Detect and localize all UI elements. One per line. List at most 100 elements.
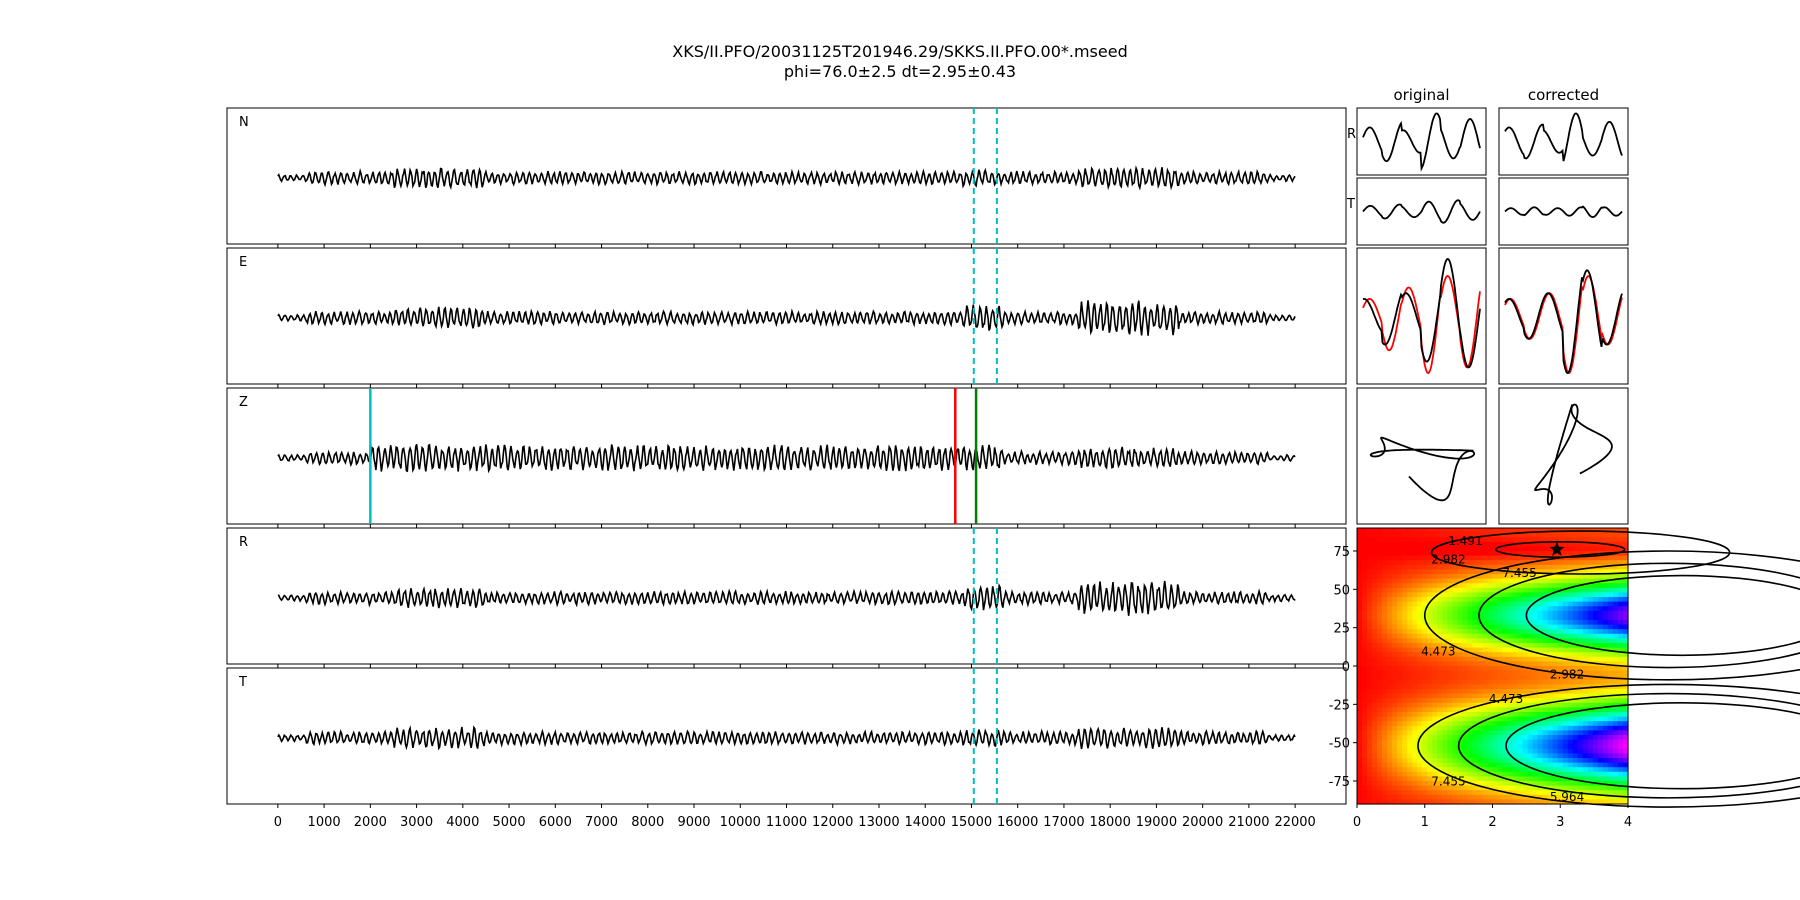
heat-cell (1437, 633, 1443, 639)
heat-cell (1612, 652, 1619, 658)
heat-cell (1572, 725, 1579, 731)
heat-cell (1602, 679, 1609, 685)
contour-label: 7.455 (1431, 775, 1465, 789)
heat-cell (1492, 670, 1499, 676)
heat-cell (1417, 716, 1423, 722)
heat-cell (1377, 633, 1383, 639)
heat-cell (1462, 551, 1468, 557)
heat-cell (1562, 546, 1569, 552)
heat-cell (1587, 620, 1594, 626)
heat-cell (1597, 541, 1604, 547)
heat-cell (1507, 601, 1514, 607)
heat-cell (1427, 776, 1433, 782)
heat-cell (1387, 578, 1393, 584)
heat-cell (1437, 716, 1443, 722)
heat-cell (1542, 730, 1549, 736)
heat-cell (1577, 758, 1584, 764)
heat-cell (1517, 753, 1524, 759)
best-fit-star (1549, 541, 1565, 556)
heat-cell (1442, 707, 1448, 713)
heat-cell (1562, 684, 1569, 690)
heat-cell (1362, 666, 1368, 672)
heat-cell (1387, 647, 1393, 653)
heat-cell (1387, 762, 1393, 768)
heat-cell (1447, 564, 1453, 570)
heat-cell (1517, 587, 1524, 593)
heat-cell (1482, 693, 1489, 699)
heat-cell (1467, 716, 1473, 722)
heat-cell (1427, 753, 1433, 759)
heat-cell (1492, 739, 1499, 745)
heat-cell (1387, 546, 1393, 552)
heat-cell (1442, 725, 1448, 731)
heat-cell (1517, 785, 1524, 791)
heat-cell (1432, 725, 1438, 731)
heat-cell (1542, 587, 1549, 593)
heat-cell (1437, 583, 1443, 589)
heat-cell (1372, 564, 1378, 570)
heat-cell (1552, 564, 1559, 570)
heat-cell (1487, 560, 1494, 566)
heat-cell (1387, 569, 1393, 575)
heat-cell (1417, 587, 1423, 593)
heat-cell (1502, 748, 1509, 754)
contour-5964-lower (1457, 692, 1800, 799)
heat-cell (1607, 716, 1614, 722)
heat-cell (1462, 574, 1468, 580)
heat-cell (1422, 606, 1428, 612)
heat-cell (1487, 597, 1494, 603)
heat-cell (1427, 702, 1433, 708)
heat-cell (1547, 601, 1554, 607)
heat-cell (1582, 541, 1589, 547)
heat-cell (1517, 790, 1524, 796)
heat-cell (1567, 698, 1574, 704)
heat-cell (1547, 716, 1554, 722)
heat-cell (1547, 744, 1554, 750)
heat-cell (1562, 776, 1569, 782)
heat-cell (1422, 679, 1428, 685)
heat-cell (1452, 606, 1458, 612)
heat-cell (1407, 675, 1413, 681)
heat-cell (1447, 790, 1453, 796)
heat-cell (1618, 629, 1624, 635)
heat-cell (1577, 624, 1584, 630)
heat-cell (1542, 551, 1549, 557)
heat-cell (1367, 725, 1373, 731)
heat-cell (1367, 537, 1373, 543)
heat-cell (1522, 551, 1529, 557)
heat-cell (1412, 620, 1418, 626)
heat-cell (1402, 629, 1408, 635)
heat-cell (1577, 716, 1584, 722)
heat-cell (1457, 555, 1463, 561)
heat-cell (1457, 781, 1463, 787)
heat-cell (1527, 781, 1534, 787)
heat-cell (1612, 587, 1619, 593)
heat-cell (1422, 707, 1428, 713)
heat-cell (1562, 610, 1569, 616)
heat-cell (1367, 574, 1373, 580)
heat-cell (1427, 799, 1433, 805)
heat-cell (1402, 753, 1408, 759)
heat-cell (1592, 785, 1599, 791)
heat-cell (1412, 675, 1418, 681)
heat-cell (1357, 721, 1363, 727)
heat-cell (1422, 753, 1428, 759)
x-tick-label: 6000 (539, 815, 572, 830)
contour-label: 7.455 (1502, 566, 1536, 580)
heat-cell (1607, 601, 1614, 607)
heat-cell (1407, 744, 1413, 750)
heat-cell (1623, 785, 1629, 791)
heat-cell (1612, 790, 1619, 796)
heat-cell (1527, 647, 1534, 653)
heat-cell (1427, 652, 1433, 658)
heat-cell (1372, 781, 1378, 787)
heat-cell (1507, 698, 1514, 704)
heat-cell (1537, 532, 1544, 538)
heat-cell (1497, 689, 1504, 695)
heat-cell (1387, 707, 1393, 713)
heat-cell (1572, 693, 1579, 699)
heat-cell (1542, 725, 1549, 731)
heat-cell (1532, 606, 1539, 612)
heat-cell (1577, 546, 1584, 552)
heat-cell (1502, 652, 1509, 658)
